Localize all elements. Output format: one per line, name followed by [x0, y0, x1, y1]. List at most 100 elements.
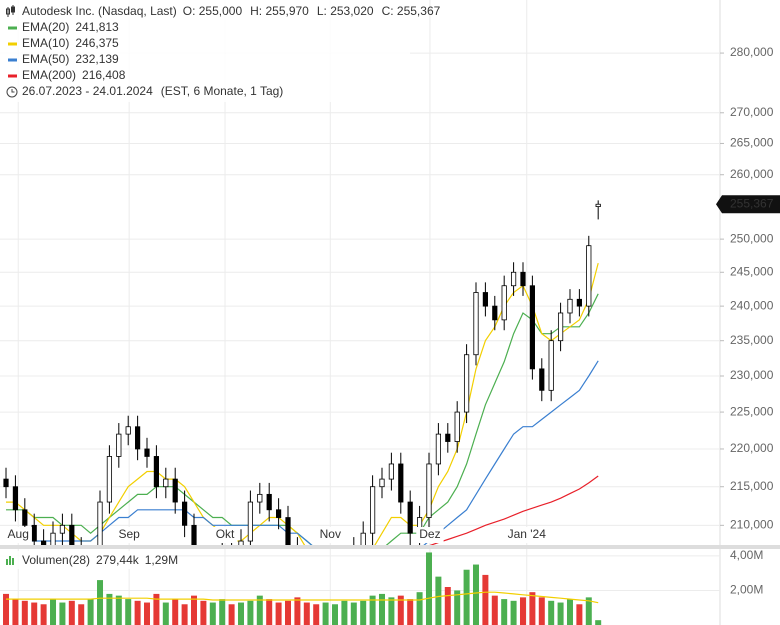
candle-body [135, 426, 141, 450]
x-tick-label-bg [316, 527, 344, 543]
volume-bar [425, 552, 432, 625]
x-tick-label: Dez [419, 527, 440, 541]
candle-body [31, 524, 37, 542]
ema-line [6, 262, 599, 545]
candle-body [586, 245, 592, 307]
candle-body [41, 540, 47, 545]
candle-body [557, 312, 564, 342]
volume-bar [313, 604, 320, 625]
volume-bar [78, 604, 85, 625]
y-tick-label: 4,00M [730, 548, 763, 562]
volume-bar [238, 602, 245, 625]
volume-bar [566, 599, 573, 625]
candle-body [69, 524, 75, 545]
candle-body [510, 271, 517, 287]
candle-body [388, 463, 394, 480]
volume-bar [341, 600, 348, 625]
candle-body [567, 298, 573, 314]
x-tick-label: Okt [216, 527, 235, 541]
volume-bar [294, 597, 301, 625]
volume-bar [134, 600, 141, 625]
volume-bar [322, 602, 329, 625]
candle-body [257, 493, 263, 503]
ohlc-label: C: 255,367 [382, 4, 441, 18]
legend-value: 246,375 [75, 36, 119, 50]
x-tick-label: Nov [320, 527, 341, 541]
candle-body [50, 532, 56, 545]
volume-bar [557, 602, 564, 625]
candle-body [116, 433, 122, 457]
legend-bg [0, 0, 410, 102]
ema-line [6, 360, 599, 545]
last-price-label: 255,367 [730, 196, 774, 210]
y-tick-label: 210,000 [730, 518, 774, 532]
y-tick-label: 235,000 [730, 333, 774, 347]
y-tick-label: 265,000 [730, 136, 774, 150]
price-plot: Aug Sep Okt Nov Dez Jan '24 [3, 200, 601, 545]
volume-avg-line [6, 591, 599, 604]
x-tick-label: Jan '24 [508, 527, 547, 541]
volume-bar [454, 590, 461, 625]
volume-bar [444, 587, 451, 625]
volume-bar [472, 564, 479, 625]
candle-body [125, 426, 131, 435]
candle-body [97, 501, 103, 545]
y-tick-label: 230,000 [730, 368, 774, 382]
y-tick-label: 215,000 [730, 479, 774, 493]
y-tick-label: 225,000 [730, 404, 774, 418]
candle-body [576, 298, 582, 307]
legend-swatch [8, 58, 17, 62]
volume-bar [59, 602, 66, 625]
volume-bar [331, 604, 338, 625]
period: (EST, 6 Monate, 1 Tag) [161, 84, 284, 98]
ohlc-label: O: 255,000 [183, 4, 243, 18]
volume-bar [31, 602, 38, 625]
x-tick-label-bg [416, 527, 444, 543]
ema-line [429, 475, 599, 545]
volume-bar [162, 602, 169, 625]
volume-bar [12, 599, 19, 625]
candle-body [266, 493, 272, 511]
volume-title: Volumen(28) [22, 553, 90, 567]
y-tick-label: 280,000 [730, 45, 774, 59]
legend-name: EMA(200) [22, 68, 76, 82]
volume-bar [482, 574, 489, 625]
volume-bar [585, 597, 592, 625]
legend-swatch [8, 26, 17, 30]
legend-name: EMA(10) [22, 36, 69, 50]
volume-bar [21, 600, 28, 625]
volume-bar [144, 602, 151, 625]
clock-icon [6, 86, 18, 98]
legend-value: 241,813 [75, 20, 119, 34]
volume-bar [181, 604, 188, 625]
price-axis: 280,000 270,000 265,000 260,000 250,000 245,0… [716, 45, 780, 597]
legend-name: EMA(50) [22, 52, 69, 66]
legend: Autodesk Inc. (Nasdaq, Last) 26.07.2023 … [0, 0, 441, 102]
volume-bar [228, 604, 235, 625]
volume-bar [219, 599, 226, 625]
x-tick-label: Sep [118, 527, 140, 541]
candle-body [3, 478, 9, 488]
candle-body [360, 532, 366, 545]
candle-body [12, 486, 19, 511]
candle-body [482, 292, 488, 307]
volume-bar [548, 600, 555, 625]
candle-body [247, 501, 254, 542]
candle-body [435, 433, 441, 465]
volume-bar [191, 595, 198, 625]
candle-body [426, 463, 432, 518]
volume-bar [388, 597, 395, 625]
price-grid [0, 0, 720, 545]
x-tick-label-bg [212, 527, 238, 543]
volume-bar [209, 602, 216, 625]
volume-plot [3, 552, 602, 625]
volume-bar [519, 597, 526, 625]
volume-bar [172, 599, 179, 625]
volume-bar [463, 569, 470, 625]
x-tick-label-bg [504, 527, 549, 543]
volume-bar [200, 600, 207, 625]
y-tick-label: 245,000 [730, 264, 774, 278]
candle-body [539, 368, 545, 391]
volume-bar [407, 599, 414, 625]
